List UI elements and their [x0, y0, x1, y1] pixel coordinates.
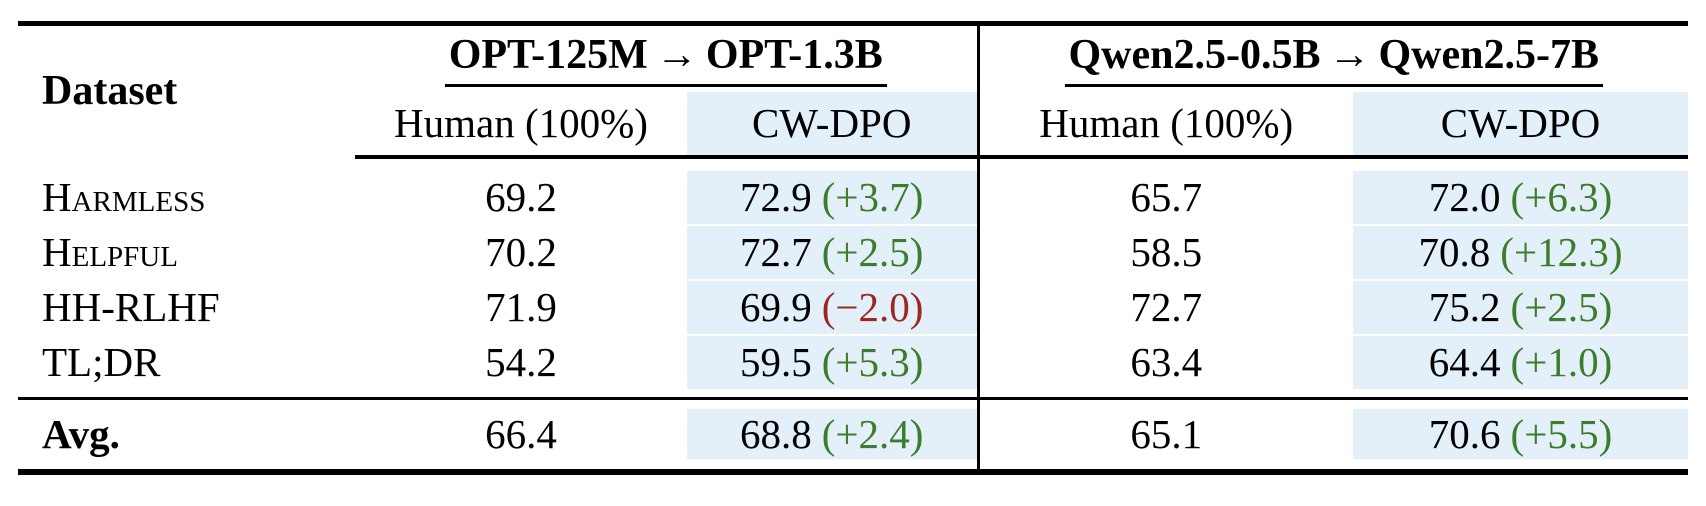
cell-opt-cwdpo: 69.9 (−2.0) — [687, 280, 979, 335]
cell-qwen-human: 65.7 — [976, 169, 1354, 225]
score-value: 68.8 — [740, 410, 812, 457]
cell-opt-human: 71.9 — [485, 284, 557, 330]
cell-qwen-human: 58.5 — [976, 224, 1354, 280]
score-delta: (+2.5) — [1510, 284, 1613, 330]
header-group-row: Dataset OPT-125M → OPT-1.3B Qwen2.5-0.5B → Q… — [18, 23, 1689, 114]
score-delta: (+5.5) — [1510, 410, 1613, 457]
cell-opt-human: 70.2 — [485, 229, 557, 275]
right-arrow-icon: → — [1328, 31, 1371, 78]
cell-opt-cwdpo: 59.5 (+5.3) — [687, 335, 979, 390]
score-delta: (+6.3) — [1510, 174, 1613, 220]
score-delta: (+1.0) — [1510, 339, 1613, 385]
score-delta: (+2.4) — [821, 410, 924, 457]
score-value: 72.7 — [740, 229, 812, 275]
table-row-hh-rlhf: HH-RLHF 71.9 69.9 (−2.0) 72.7 75.2 (+2.5) — [18, 279, 1689, 335]
cell-opt-human: 69.2 — [485, 174, 557, 220]
score-value: 75.2 — [1428, 284, 1501, 330]
score-value: 72.9 — [740, 174, 812, 220]
group-header-qwen-underline: Qwen2.5-0.5B → Qwen2.5-7B — [1064, 31, 1604, 87]
group-header-opt-underline: OPT-125M → OPT-1.3B — [444, 31, 887, 87]
cell-qwen-human: 65.1 — [976, 397, 1354, 472]
cell-qwen-cwdpo: 75.2 (+2.5) — [1353, 280, 1689, 335]
header-sub-row: Human (100%) CW-DPO Human (100%) CW-DPO — [18, 91, 1689, 159]
dataset-column-header: Dataset — [42, 68, 178, 115]
cell-qwen-cwdpo: 64.4 (+1.0) — [1353, 335, 1689, 390]
right-arrow-icon: → — [655, 31, 698, 78]
score-value: 72.0 — [1428, 174, 1501, 220]
cell-opt-human: 54.2 — [485, 339, 557, 385]
score-delta: (+2.5) — [821, 229, 924, 275]
row-label: HH-RLHF — [42, 284, 220, 330]
subheader-opt-human: Human (100%) — [355, 91, 687, 159]
cell-qwen-human: 72.7 — [976, 279, 1354, 335]
row-label: Avg. — [18, 397, 355, 472]
score-value: 70.8 — [1418, 229, 1491, 275]
score-delta: (−2.0) — [821, 284, 924, 330]
model-to-label: Qwen2.5-7B — [1378, 31, 1600, 78]
group-header-opt: OPT-125M → OPT-1.3B — [355, 24, 978, 92]
cell-opt-cwdpo: 72.7 (+2.5) — [687, 225, 979, 280]
model-to-label: OPT-1.3B — [705, 31, 883, 78]
group-header-qwen: Qwen2.5-0.5B → Qwen2.5-7B — [976, 23, 1689, 92]
cell-opt-human: 66.4 — [355, 397, 687, 472]
score-value: 69.9 — [740, 284, 812, 330]
cell-qwen-cwdpo: 70.8 (+12.3) — [1353, 225, 1689, 280]
spacer-row — [18, 156, 1688, 170]
row-label: Harmless — [42, 174, 206, 220]
score-value: 64.4 — [1428, 339, 1501, 385]
cell-opt-cwdpo: 72.9 (+3.7) — [687, 170, 979, 225]
results-table: Dataset OPT-125M → OPT-1.3B Qwen2.5-0.5B → Q… — [18, 21, 1689, 475]
model-from-label: Qwen2.5-0.5B — [1068, 31, 1321, 78]
table-row-average: Avg. 66.4 68.8 (+2.4) 65.1 70.6 (+5.5) — [18, 397, 1689, 472]
score-delta: (+12.3) — [1500, 229, 1623, 275]
subheader-qwen-cwdpo: CW-DPO — [1353, 91, 1689, 159]
spacer-row — [18, 389, 1688, 399]
row-label: Helpful — [42, 229, 178, 275]
score-delta: (+5.3) — [821, 339, 924, 385]
table-row-tldr: TL;DR 54.2 59.5 (+5.3) 63.4 64.4 (+1.0) — [18, 334, 1689, 390]
score-value: 59.5 — [740, 339, 812, 385]
cell-qwen-cwdpo: 72.0 (+6.3) — [1353, 170, 1689, 225]
table-row-helpful: Helpful 70.2 72.7 (+2.5) 58.5 70.8 (+12.3) — [18, 224, 1689, 280]
subheader-opt-cwdpo: CW-DPO — [687, 91, 979, 159]
row-label: TL;DR — [42, 339, 161, 385]
score-value: 70.6 — [1428, 410, 1501, 457]
cell-qwen-cwdpo: 70.6 (+5.5) — [1353, 397, 1689, 472]
cell-qwen-human: 63.4 — [976, 334, 1354, 390]
table-row-harmless: Harmless 69.2 72.9 (+3.7) 65.7 72.0 (+6.3) — [18, 169, 1689, 225]
model-from-label: OPT-125M — [448, 31, 648, 78]
subheader-qwen-human: Human (100%) — [976, 91, 1354, 159]
score-delta: (+3.7) — [821, 174, 924, 220]
cell-opt-cwdpo: 68.8 (+2.4) — [687, 397, 979, 472]
